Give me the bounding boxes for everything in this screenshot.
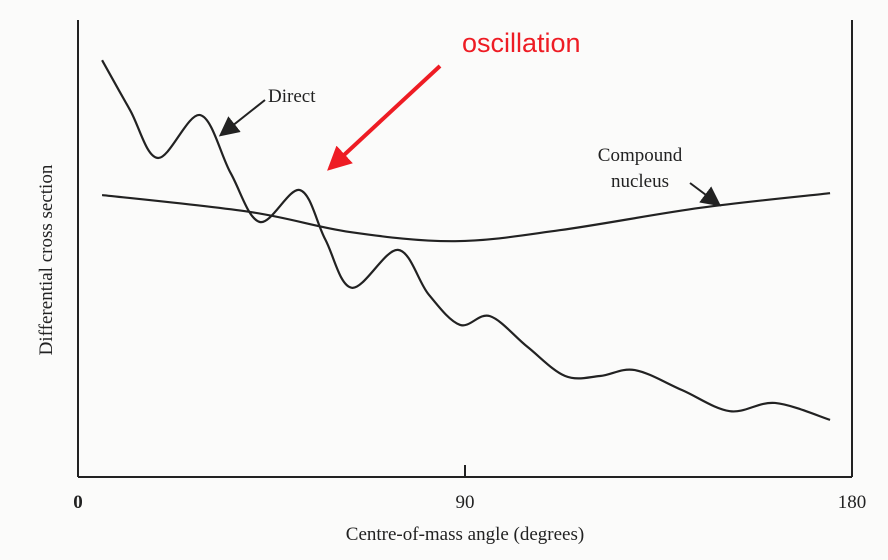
series-line xyxy=(101,59,831,421)
x-axis-label: Centre-of-mass angle (degrees) xyxy=(346,524,584,545)
x-tick-label: 90 xyxy=(456,492,475,513)
annotation: oscillation xyxy=(462,28,581,58)
series-line xyxy=(101,192,831,243)
series-label: Compound nucleus xyxy=(597,145,683,192)
series-label: Direct xyxy=(268,86,316,107)
label-arrow xyxy=(689,182,722,207)
x-tick-label: 180 xyxy=(838,492,867,513)
annotation-arrow xyxy=(327,64,442,171)
x-tick-label: 0 xyxy=(73,492,83,513)
y-axis-label: Differential cross section xyxy=(36,164,57,355)
label-arrow xyxy=(218,99,266,137)
